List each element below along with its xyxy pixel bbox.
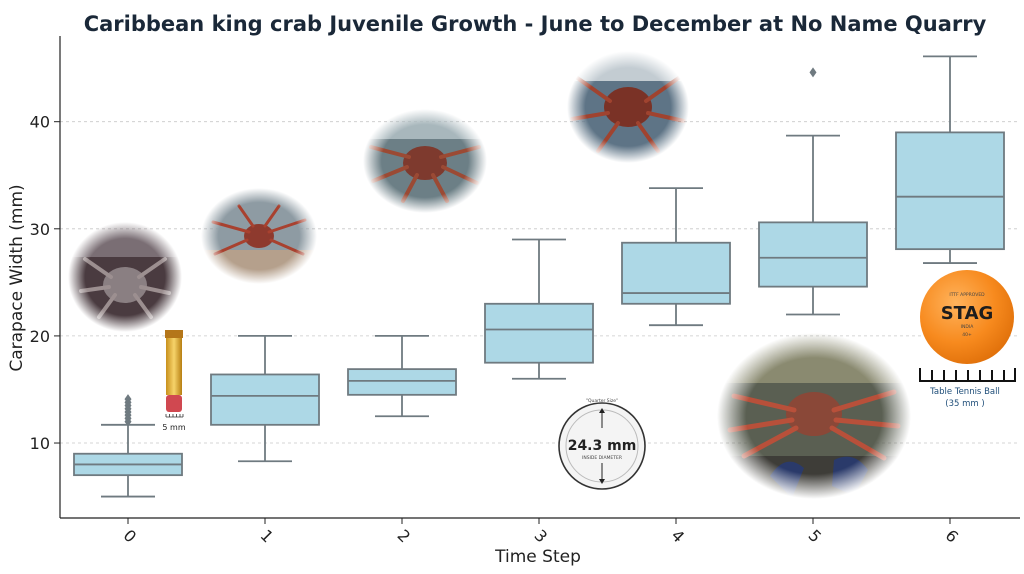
outlier-point xyxy=(124,394,132,405)
ball-size-caption: (35 mm ) xyxy=(945,399,984,409)
crab-photo xyxy=(68,222,182,332)
x-axis: 0 1 2 3 4 5 6 xyxy=(120,518,963,547)
box-iqr xyxy=(347,368,457,396)
x-tick-label: 0 xyxy=(120,526,141,547)
scale-label-5mm: 5 mm xyxy=(162,423,185,432)
box-iqr xyxy=(758,221,868,288)
outlier-point xyxy=(809,67,817,78)
x-tick-label: 6 xyxy=(942,526,963,547)
crab-photo xyxy=(567,51,689,163)
y-tick-label: 10 xyxy=(30,434,50,453)
coin-size-label: 24.3 mm xyxy=(568,438,637,454)
x-tick-label: 4 xyxy=(668,526,689,547)
box-group-3 xyxy=(484,238,594,380)
ball-country-label: INDIA xyxy=(961,324,974,330)
table-tennis-ball: ITTF APPROVED STAG INDIA 40+ Table Tenni… xyxy=(919,270,1016,409)
x-tick-label: 2 xyxy=(394,526,415,547)
ball-grade-label: 40+ xyxy=(962,332,972,338)
box-group-6 xyxy=(895,55,1005,264)
box-iqr xyxy=(210,373,320,426)
y-tick-label: 40 xyxy=(30,113,50,132)
ball-brand-label: STAG xyxy=(941,303,994,324)
box-group-1 xyxy=(210,335,320,463)
box-series xyxy=(73,55,1005,498)
ball-approval-label: ITTF APPROVED xyxy=(949,292,985,298)
y-axis-label: Carapace Width (mm) xyxy=(7,184,27,371)
coin-top-label: "Quarter Size" xyxy=(586,398,618,404)
crab-photo xyxy=(201,188,317,284)
crab-photo xyxy=(363,109,487,213)
x-tick-label: 1 xyxy=(257,526,278,547)
scale-tube-5mm: 5 mm xyxy=(162,330,186,432)
box-group-0 xyxy=(73,394,183,498)
box-iqr xyxy=(484,302,594,364)
crab-photo xyxy=(717,333,911,499)
chart-title: Caribbean king crab Juvenile Growth - Ju… xyxy=(84,12,987,36)
box-group-2 xyxy=(347,335,457,418)
ball-caption: Table Tennis Ball xyxy=(929,387,1000,397)
coin-sub-label: INSIDE DIAMETER xyxy=(582,455,622,461)
box-iqr xyxy=(895,131,1005,251)
y-tick-label: 30 xyxy=(30,220,50,239)
box-group-4 xyxy=(621,187,731,327)
box-group-5 xyxy=(758,67,868,316)
y-axis: 10 20 30 40 xyxy=(30,113,60,453)
quarter-coin: "Quarter Size" 24.3 mm INSIDE DIAMETER xyxy=(558,398,646,490)
x-tick-label: 5 xyxy=(805,526,826,547)
x-axis-label: Time Step xyxy=(494,547,581,567)
box-iqr xyxy=(621,241,731,305)
x-tick-label: 3 xyxy=(531,526,552,547)
y-tick-label: 20 xyxy=(30,327,50,346)
